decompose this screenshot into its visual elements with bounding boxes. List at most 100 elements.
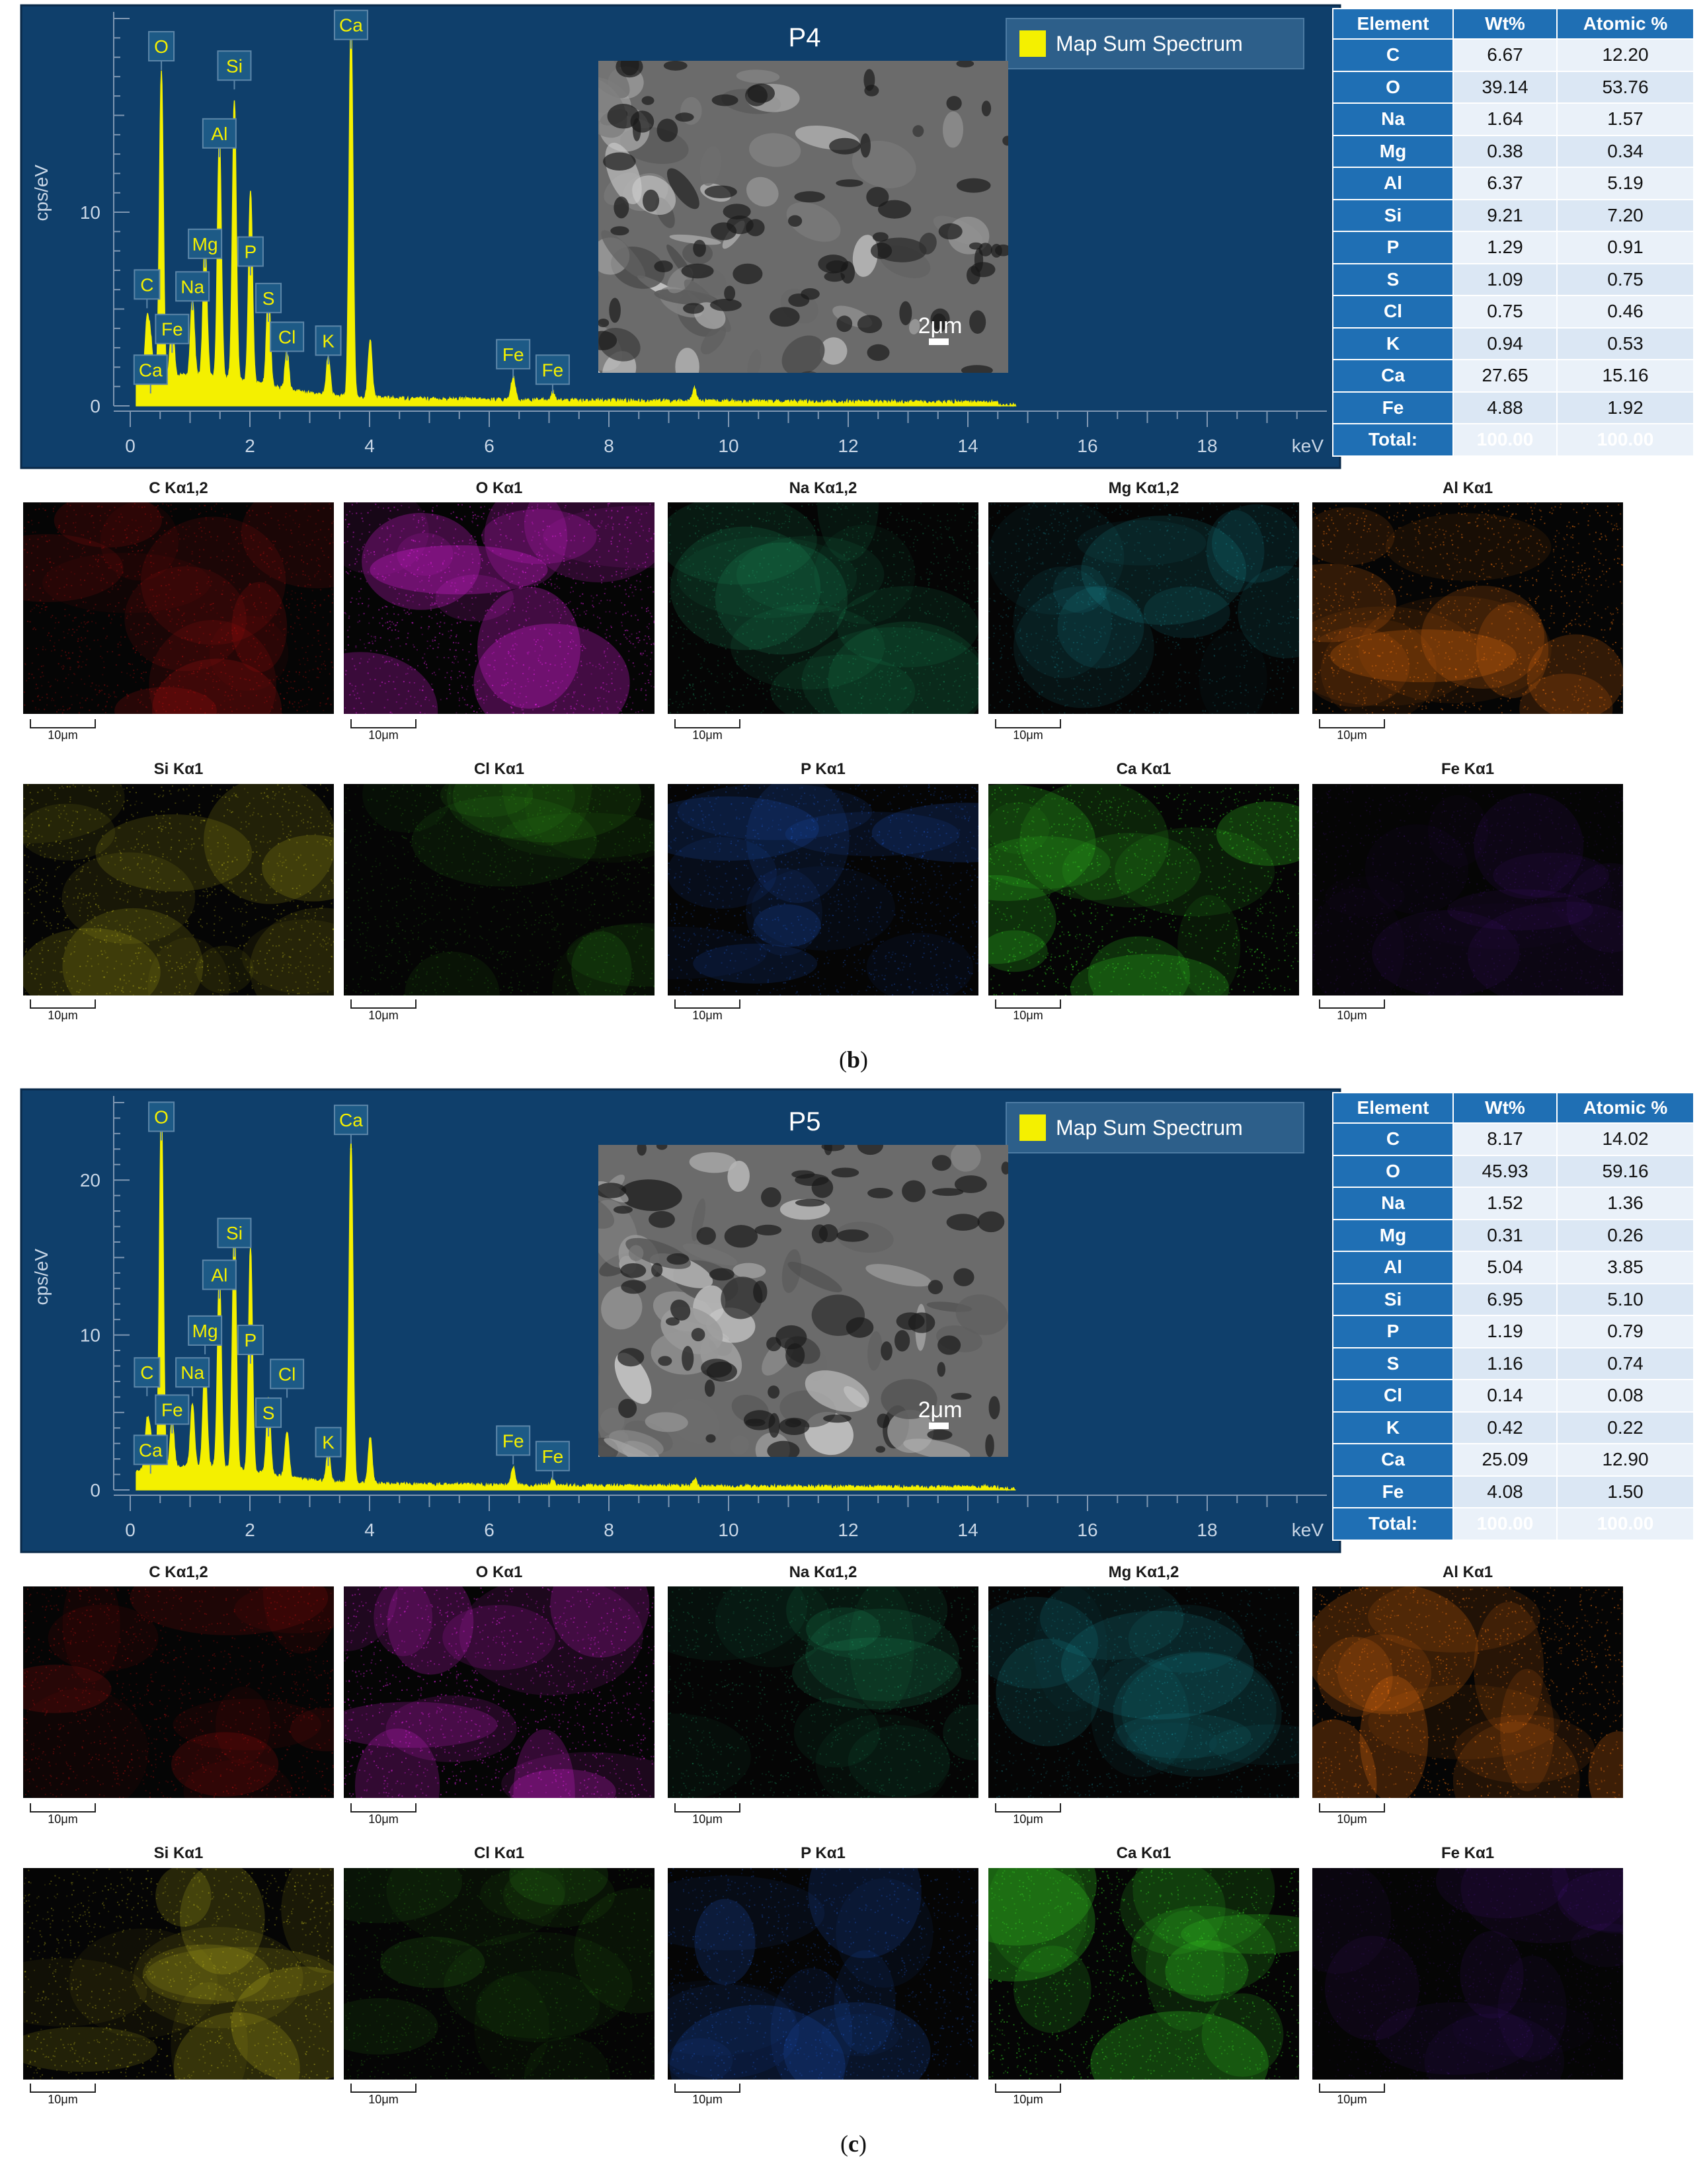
table-row: O 39.14 53.76 xyxy=(1332,70,1694,104)
element-map-texture xyxy=(344,722,721,1052)
map-scale-bar xyxy=(1319,1803,1385,1813)
legend-text: Map Sum Spectrum xyxy=(1056,1116,1243,1140)
atomic-cell: 0.91 xyxy=(1556,231,1694,264)
table-row: Na 1.52 1.36 xyxy=(1332,1187,1694,1220)
element-map-texture xyxy=(0,477,394,762)
atomic-cell: 12.90 xyxy=(1556,1443,1694,1477)
atomic-cell: 12.20 xyxy=(1556,38,1694,72)
element-cell: P xyxy=(1332,1315,1454,1348)
peak-label-text: S xyxy=(262,1403,275,1423)
table-header-cell: Wt% xyxy=(1452,8,1558,40)
table-row: K 0.42 0.22 xyxy=(1332,1411,1694,1444)
element-cell: S xyxy=(1332,1346,1454,1380)
spectrum-area xyxy=(136,1104,1016,1492)
atomic-cell: 0.75 xyxy=(1556,262,1694,296)
table-row: Fe 4.08 1.50 xyxy=(1332,1475,1694,1508)
map-scale-label: 10μm xyxy=(30,1813,96,1826)
y-axis-label: cps/eV xyxy=(31,165,52,221)
map-scale-label: 10μm xyxy=(995,728,1061,742)
element-map-cl xyxy=(344,722,721,1052)
peak-label: P xyxy=(237,236,264,276)
map-scale-label: 10μm xyxy=(30,728,96,742)
table-row: Mg 0.31 0.26 xyxy=(1332,1218,1694,1252)
element-map-texture xyxy=(282,465,741,769)
atomic-cell: 0.26 xyxy=(1556,1218,1694,1252)
element-map-p xyxy=(629,1826,980,2128)
spectrum-legend: Map Sum Spectrum xyxy=(1006,1102,1304,1153)
element-map-mg xyxy=(988,498,1335,715)
element-cell: O xyxy=(1332,1154,1454,1188)
element-cell: C xyxy=(1332,1122,1454,1156)
spectrum-peak-3 xyxy=(171,1442,173,1445)
map-scale-bar xyxy=(350,999,417,1009)
map-scale-label: 10μm xyxy=(30,1009,96,1023)
x-tick-label: 10 xyxy=(718,436,738,456)
panel-label-letter: c xyxy=(848,2130,859,2157)
spectrum-area xyxy=(136,19,1017,407)
spectrum-peak-15 xyxy=(551,397,554,399)
map-scale-bar xyxy=(1319,719,1385,728)
peak-label: Mg xyxy=(188,228,223,268)
table-row: C 8.17 14.02 xyxy=(1332,1122,1694,1156)
atomic-cell: 7.20 xyxy=(1556,198,1694,232)
atomic-cell: 1.57 xyxy=(1556,102,1694,136)
wt-cell: 6.37 xyxy=(1452,167,1558,200)
peak-label: Fe xyxy=(496,338,531,378)
peak-label: S xyxy=(255,1397,282,1437)
element-map-ca xyxy=(932,1820,1334,2117)
map-scale-label: 10μm xyxy=(995,2093,1061,2107)
map-title: Si Kα1 xyxy=(23,760,334,779)
peak-label-text: K xyxy=(322,331,335,351)
wt-cell: 27.65 xyxy=(1452,359,1558,393)
composition-table: Element Wt% Atomic % C 6.67 12.20 O 39.14 53.76 N… xyxy=(1332,8,1694,457)
spectrum-peak-13 xyxy=(369,346,372,349)
spectrum-peak-2 xyxy=(160,95,163,97)
sem-scale-label: 2μm xyxy=(918,1397,963,1423)
table-header-cell: Element xyxy=(1332,1092,1454,1124)
spectrum-peak-10 xyxy=(286,366,288,368)
peak-label: Fe xyxy=(155,313,190,353)
peak-label-text: K xyxy=(322,1432,335,1453)
panel-label-open: ( xyxy=(840,2130,848,2157)
table-row: Al 6.37 5.19 xyxy=(1332,167,1694,200)
atomic-cell: 0.22 xyxy=(1556,1411,1694,1444)
atomic-cell: 0.08 xyxy=(1556,1379,1694,1413)
peak-label: O xyxy=(148,30,175,70)
element-map-texture xyxy=(598,1557,1005,1813)
spectrum-legend: Map Sum Spectrum xyxy=(1006,18,1304,69)
element-map-si xyxy=(0,751,393,1034)
peak-label: S xyxy=(255,282,282,322)
table-row: Ca 27.65 15.16 xyxy=(1332,359,1694,393)
element-cell: P xyxy=(1332,231,1454,264)
sample-title: P4 xyxy=(789,23,821,52)
element-map-texture xyxy=(658,445,987,740)
peak-label: Mg xyxy=(188,1315,223,1354)
sample-title: P5 xyxy=(789,1107,821,1136)
element-map-ca xyxy=(916,781,1324,1024)
peak-label-text: Cl xyxy=(278,327,296,347)
map-title: Mg Kα1,2 xyxy=(988,1563,1299,1582)
x-tick-label: 16 xyxy=(1077,1520,1097,1540)
peak-label-text: Al xyxy=(211,1265,227,1286)
table-header-row: Element Wt% Atomic % xyxy=(1332,1092,1694,1124)
element-map-p xyxy=(584,775,1060,1002)
atomic-cell: 0.46 xyxy=(1556,295,1694,329)
peak-label: Na xyxy=(175,1357,210,1397)
spectrum-peak-16 xyxy=(693,391,695,393)
table-header-cell: Atomic % xyxy=(1556,8,1694,40)
table-row: Al 5.04 3.85 xyxy=(1332,1251,1694,1284)
table-row: P 1.29 0.91 xyxy=(1332,231,1694,264)
map-scale-label: 10μm xyxy=(674,1813,740,1826)
map-scale-label: 10μm xyxy=(350,1009,417,1023)
map-title: Ca Kα1 xyxy=(988,1844,1299,1863)
map-scale-bar xyxy=(995,2084,1061,2093)
element-map-cl xyxy=(295,1834,701,2119)
element-map-c xyxy=(0,477,394,762)
x-tick-label: 0 xyxy=(125,436,136,456)
map-title: Si Kα1 xyxy=(23,1844,334,1863)
peak-label: Al xyxy=(202,1259,237,1299)
atomic-cell: 15.16 xyxy=(1556,359,1694,393)
element-map-na xyxy=(658,445,987,740)
wt-cell: 0.42 xyxy=(1452,1411,1558,1444)
map-title: Fe Kα1 xyxy=(1312,1844,1623,1863)
